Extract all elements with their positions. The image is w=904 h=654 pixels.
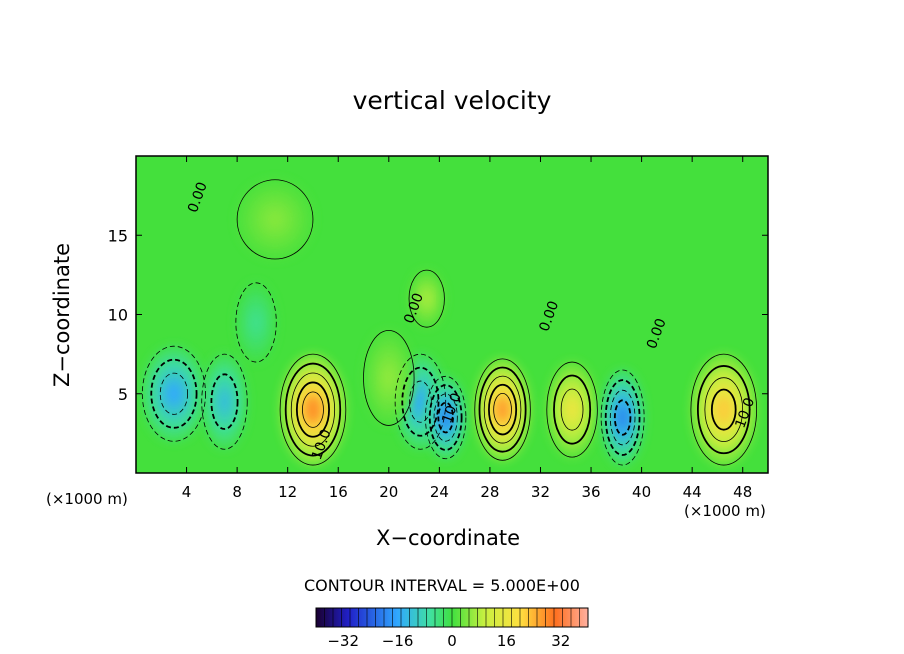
contour-9-4 bbox=[613, 399, 632, 436]
x-tick-label-4: 4 bbox=[182, 483, 192, 501]
field-cell-5-ring-1 bbox=[440, 407, 451, 428]
field-cell-7-ring-1 bbox=[495, 396, 510, 423]
field-cell-0-ring-1 bbox=[166, 381, 182, 406]
contour-8-1 bbox=[546, 361, 598, 458]
field-cell-11-ring-1 bbox=[265, 209, 285, 230]
contour-7-2 bbox=[478, 366, 527, 453]
colorbar-label-4: 32 bbox=[551, 632, 570, 650]
x-tick-label-36: 36 bbox=[581, 483, 600, 501]
contour-7-3 bbox=[483, 375, 522, 444]
contour-6-1 bbox=[408, 269, 445, 328]
contour-5-3 bbox=[433, 393, 458, 442]
contour-0-2 bbox=[150, 358, 198, 429]
contour-4-2 bbox=[401, 366, 440, 437]
contour-3-5 bbox=[302, 391, 324, 428]
y-tick-label-10: 10 bbox=[108, 306, 128, 325]
colorbar-ticks: −32 −16 0 16 32 bbox=[324, 608, 580, 650]
contour-5-4 bbox=[437, 401, 454, 434]
x-tick-label-16: 16 bbox=[329, 483, 348, 501]
contour-7-1 bbox=[474, 358, 531, 461]
field-cell-9-ring-1 bbox=[617, 405, 629, 430]
field-cell-3-ring-1 bbox=[304, 395, 322, 424]
x-tick-label-40: 40 bbox=[632, 483, 651, 501]
colorbar-label-2: 0 bbox=[447, 632, 457, 650]
contour-10-1 bbox=[690, 353, 758, 466]
x-unit-right: (×1000 m) bbox=[684, 502, 766, 520]
contour-5-1 bbox=[425, 375, 467, 460]
field-cell-1-ring-1 bbox=[218, 389, 231, 414]
field-cell-2-ring-1 bbox=[251, 312, 262, 333]
colorbar-label-3: 16 bbox=[497, 632, 516, 650]
x-unit-left: (×1000 m) bbox=[46, 490, 128, 508]
contour-5-2 bbox=[428, 384, 463, 451]
contour-0-3 bbox=[159, 372, 189, 415]
contour-11-1 bbox=[236, 179, 314, 260]
contour-8-2 bbox=[553, 374, 592, 445]
field-cell-4-ring-1 bbox=[414, 389, 427, 414]
contour-1-1 bbox=[201, 353, 248, 450]
contour-3-4 bbox=[295, 381, 330, 438]
contour-12-1 bbox=[363, 329, 415, 426]
field-cell-8-ring-1 bbox=[565, 397, 579, 422]
y-tick-label-15: 15 bbox=[108, 226, 128, 245]
contour-7-5 bbox=[493, 392, 512, 427]
y-axis-label: Z−coordinate bbox=[50, 243, 74, 387]
chart-title: vertical velocity bbox=[352, 86, 552, 115]
field-cell-6-ring-1 bbox=[422, 291, 432, 306]
contour-2-1 bbox=[235, 282, 277, 363]
field-cell-10-ring-1 bbox=[715, 395, 732, 424]
contour-10-3 bbox=[704, 377, 744, 442]
contour-4-1 bbox=[394, 353, 447, 450]
contour-8-3 bbox=[560, 388, 584, 431]
colorbar-label-0: −32 bbox=[327, 632, 359, 650]
contour-3-1 bbox=[279, 353, 347, 466]
x-tick-label-20: 20 bbox=[379, 483, 398, 501]
contour-3-3 bbox=[290, 372, 336, 447]
contour-9-3 bbox=[609, 389, 636, 446]
x-tick-label-28: 28 bbox=[480, 483, 499, 501]
contour-4-3 bbox=[409, 380, 432, 423]
contour-9-1 bbox=[600, 369, 645, 466]
x-tick-label-8: 8 bbox=[232, 483, 242, 501]
contour-lines bbox=[141, 179, 758, 466]
x-tick-label-24: 24 bbox=[430, 483, 449, 501]
x-tick-label-12: 12 bbox=[278, 483, 297, 501]
contour-10-4 bbox=[710, 388, 737, 431]
x-tick-label-32: 32 bbox=[531, 483, 550, 501]
field-cell-12-ring-1 bbox=[382, 366, 396, 390]
contour-7-4 bbox=[488, 383, 518, 436]
y-axis-ticks: 5 10 15 bbox=[108, 226, 768, 404]
contour-3-2 bbox=[284, 362, 342, 457]
contour-1-2 bbox=[210, 373, 239, 430]
x-tick-label-44: 44 bbox=[683, 483, 702, 501]
x-axis-ticks: 4 8 12 16 20 24 28 32 36 40 44 48 bbox=[182, 156, 752, 501]
contour-0-1 bbox=[141, 345, 206, 442]
x-tick-label-48: 48 bbox=[733, 483, 752, 501]
contour-9-2 bbox=[604, 379, 641, 456]
y-tick-label-5: 5 bbox=[118, 385, 128, 404]
x-axis-label: X−coordinate bbox=[376, 526, 520, 550]
contour-10-2 bbox=[696, 365, 751, 455]
colorbar-label-1: −16 bbox=[382, 632, 414, 650]
contour-interval-text: CONTOUR INTERVAL = 5.000E+00 bbox=[304, 576, 580, 595]
